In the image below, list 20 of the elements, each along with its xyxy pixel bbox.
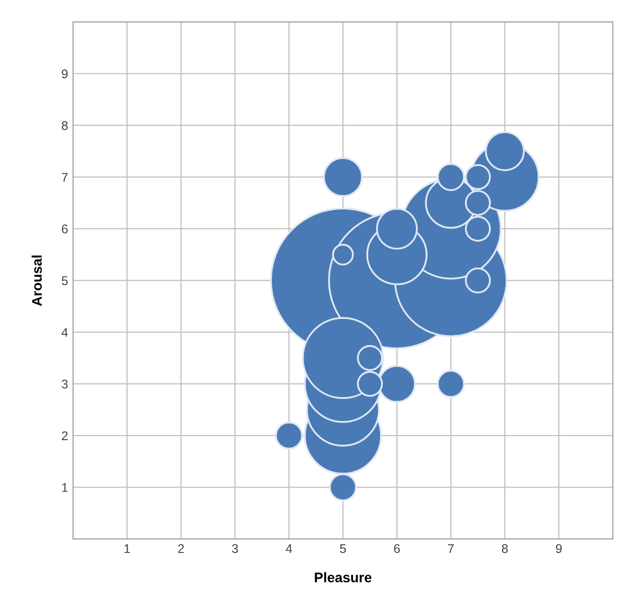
y-tick-label: 6 [62, 224, 68, 234]
y-tick-label: 3 [62, 380, 68, 389]
y-axis-title: Arousal [32, 256, 42, 306]
x-tick-label: 9 [556, 544, 562, 554]
x-tick-label: 4 [286, 544, 292, 553]
y-tick-label: 7 [62, 172, 68, 182]
y-tick-label: 9 [62, 69, 68, 78]
y-tick-label: 4 [62, 328, 68, 337]
x-tick-label: 6 [394, 544, 400, 554]
x-axis-title: Pleasure [314, 572, 372, 582]
x-tick-label: 3 [232, 544, 238, 554]
x-tick-label: 5 [340, 544, 346, 554]
y-tick-label: 2 [62, 431, 68, 440]
y-tick-label: 5 [62, 276, 68, 286]
x-tick-label: 2 [178, 544, 184, 553]
x-tick-label: 7 [448, 544, 454, 553]
y-tick-label: 1 [62, 483, 68, 492]
x-tick-label: 8 [502, 544, 508, 554]
y-tick-label: 8 [62, 121, 68, 130]
x-tick-label: 1 [124, 544, 130, 553]
